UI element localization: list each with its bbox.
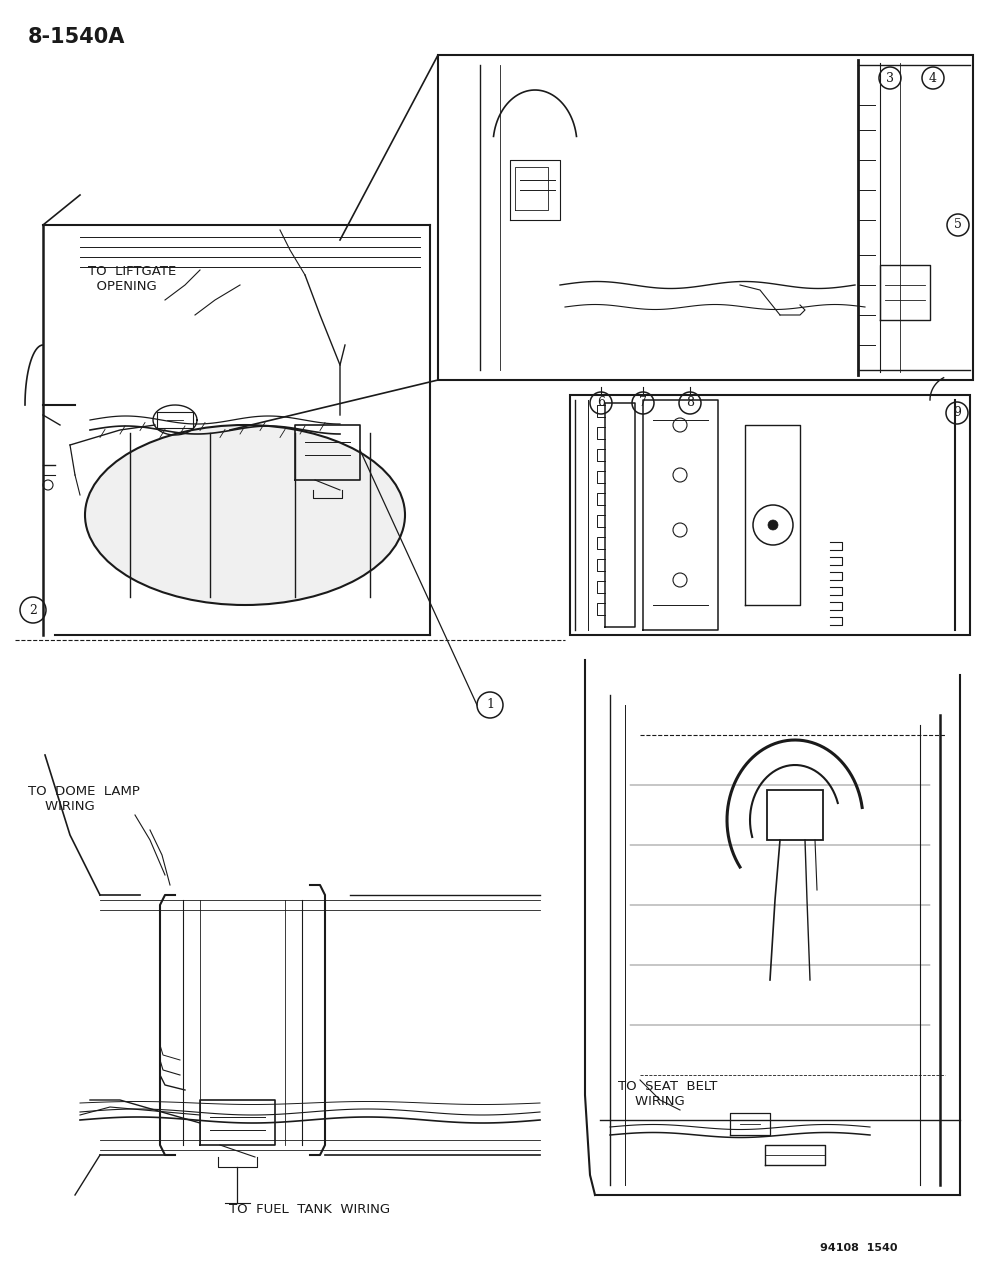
- Text: 6: 6: [597, 397, 605, 409]
- Text: TO  LIFTGATE
  OPENING: TO LIFTGATE OPENING: [88, 265, 176, 293]
- Text: 3: 3: [886, 71, 894, 84]
- Text: 5: 5: [954, 218, 962, 232]
- Text: 8-1540A: 8-1540A: [28, 27, 126, 47]
- Circle shape: [768, 520, 778, 530]
- Text: 9: 9: [953, 407, 961, 419]
- Text: 2: 2: [29, 603, 37, 617]
- Text: 7: 7: [639, 397, 647, 409]
- Text: TO  FUEL  TANK  WIRING: TO FUEL TANK WIRING: [230, 1204, 390, 1216]
- Text: 1: 1: [486, 699, 494, 711]
- Text: TO  SEAT  BELT
    WIRING: TO SEAT BELT WIRING: [618, 1080, 717, 1108]
- Text: 4: 4: [929, 71, 937, 84]
- Text: TO  DOME  LAMP
    WIRING: TO DOME LAMP WIRING: [28, 785, 140, 813]
- Ellipse shape: [85, 425, 405, 606]
- Text: 8: 8: [686, 397, 694, 409]
- Text: 94108  1540: 94108 1540: [820, 1243, 898, 1253]
